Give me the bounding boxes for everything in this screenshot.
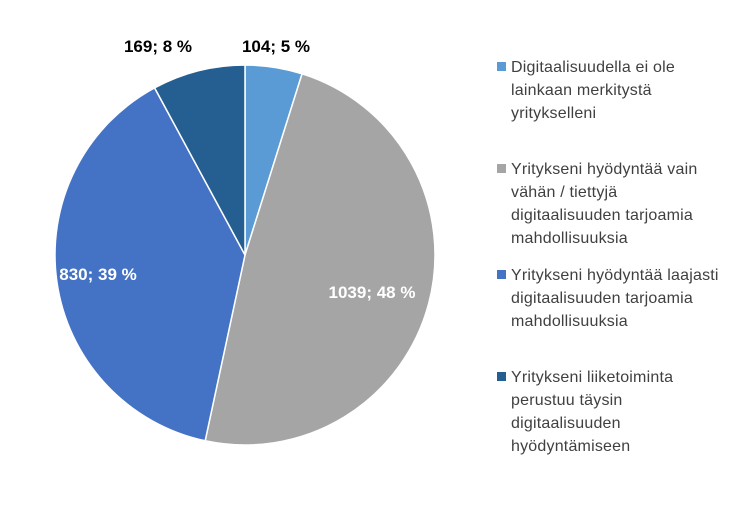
pie-slice (54, 86, 246, 442)
legend-label: Yritykseni hyödyntää laajasti digitaalis… (511, 264, 747, 333)
legend-label: Yritykseni hyödyntää vain vähän / tietty… (511, 158, 747, 250)
legend-label-line: mahdollisuuksia (511, 313, 628, 330)
legend-label-line: hyödyntämiseen (511, 438, 631, 455)
legend-label-line: perustuu täysin (511, 392, 623, 409)
legend-label-line: Yritykseni hyödyntää laajasti (511, 267, 719, 284)
legend-swatch (497, 372, 506, 381)
legend-label-line: Yritykseni liiketoiminta (511, 369, 674, 386)
pie-slice (153, 64, 246, 256)
pie-data-label: 1039; 48 % (329, 283, 416, 302)
pie-slices (54, 64, 436, 446)
legend-label-line: Digitaalisuudella ei ole (511, 59, 676, 76)
legend-label: Yritykseni liiketoiminta perustuu täysin… (511, 366, 747, 458)
legend-label-line: digitaalisuuden tarjoamia (511, 290, 693, 307)
legend-swatch (497, 164, 506, 173)
pie-data-label: 169; 8 % (124, 37, 192, 56)
legend-label-line: yritykselleni (511, 105, 597, 122)
legend-label: Digitaalisuudella ei ole lainkaan merkit… (511, 56, 747, 125)
legend-label-line: lainkaan merkitystä (511, 82, 652, 99)
legend-swatch (497, 270, 506, 279)
pie-data-label: 104; 5 % (242, 37, 310, 56)
pie-slice (204, 72, 436, 446)
legend-swatch (497, 62, 506, 71)
legend-label-line: vähän / tiettyjä (511, 184, 618, 201)
legend-label-line: digitaalisuuden (511, 415, 621, 432)
legend-label-line: mahdollisuuksia (511, 230, 628, 247)
legend-label-line: Yritykseni hyödyntää vain (511, 161, 698, 178)
pie-data-labels: 104; 5 % 1039; 48 % 830; 39 % 169; 8 % (59, 37, 415, 302)
pie-data-label: 830; 39 % (59, 265, 137, 284)
legend-label-line: digitaalisuuden tarjoamia (511, 207, 693, 224)
